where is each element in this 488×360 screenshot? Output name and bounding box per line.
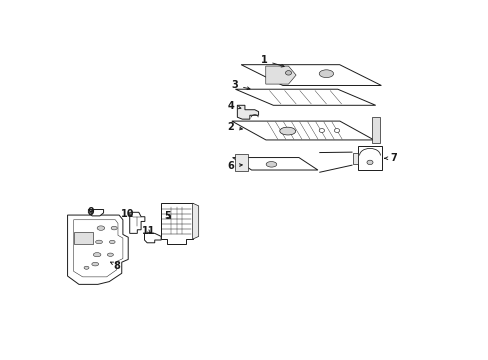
Text: 6: 6 [227,161,242,171]
Ellipse shape [319,70,333,77]
Polygon shape [234,154,247,171]
Polygon shape [161,203,192,244]
Ellipse shape [84,266,89,269]
Ellipse shape [279,127,295,135]
Polygon shape [265,66,296,84]
Text: 9: 9 [87,207,94,217]
Polygon shape [235,89,375,105]
Text: 4: 4 [227,100,241,111]
Ellipse shape [97,226,104,230]
Polygon shape [352,153,357,164]
Text: 5: 5 [164,211,171,221]
Circle shape [334,129,339,132]
Polygon shape [371,117,379,143]
Ellipse shape [265,162,276,167]
Text: 8: 8 [110,261,121,270]
Text: 3: 3 [231,80,249,90]
Polygon shape [241,65,381,85]
Ellipse shape [107,253,113,256]
Ellipse shape [109,240,115,244]
Polygon shape [74,232,92,244]
Ellipse shape [92,262,99,266]
Text: 1: 1 [260,55,284,67]
Polygon shape [88,210,103,216]
Text: 7: 7 [384,153,396,163]
Ellipse shape [96,240,102,244]
Polygon shape [129,212,144,233]
Text: 11: 11 [141,226,155,236]
Circle shape [366,160,372,165]
Polygon shape [357,147,382,170]
Polygon shape [231,121,373,140]
Text: 2: 2 [227,122,242,132]
Polygon shape [192,203,198,239]
Ellipse shape [111,226,117,230]
Ellipse shape [93,253,101,257]
Text: 10: 10 [121,209,134,219]
Polygon shape [232,158,317,170]
Polygon shape [144,233,161,243]
Circle shape [285,71,291,75]
Circle shape [319,129,324,132]
Polygon shape [237,105,258,119]
Polygon shape [67,215,128,284]
